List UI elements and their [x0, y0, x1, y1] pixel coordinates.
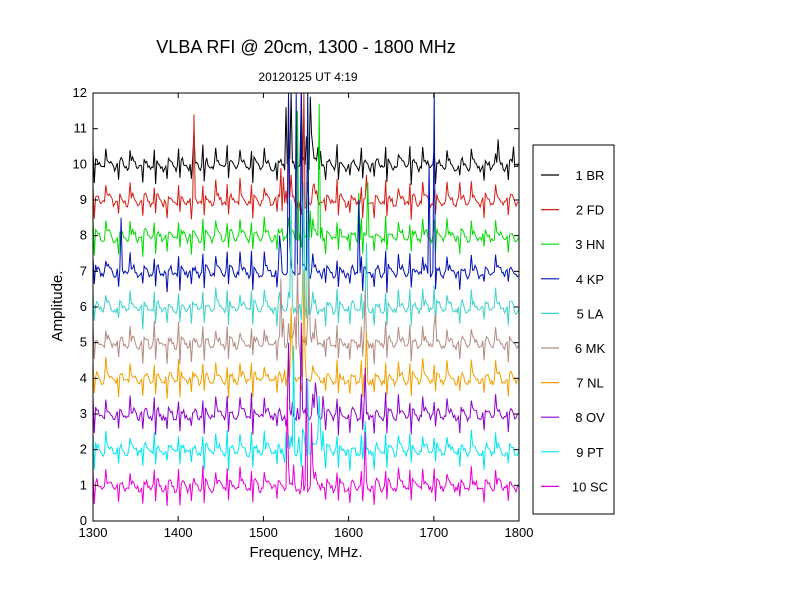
- y-tick-label: 4: [80, 370, 87, 385]
- series-line-3: [92, 92, 520, 257]
- series-line-2: [92, 92, 519, 220]
- x-tick-label: 1800: [505, 525, 534, 540]
- y-axis-label: Amplitude.: [49, 271, 66, 342]
- y-tick-label: 11: [74, 121, 88, 136]
- x-tick-label: 1600: [334, 525, 363, 540]
- x-tick-label: 1400: [164, 525, 193, 540]
- chart-subtitle: 20120125 UT 4:19: [258, 70, 358, 84]
- y-tick-label: 7: [80, 263, 87, 278]
- y-tick-label: 3: [80, 406, 87, 421]
- series-layer: [92, 92, 520, 506]
- series-line-10: [92, 378, 519, 506]
- y-tick-label: 5: [80, 335, 87, 350]
- y-tick-label: 12: [73, 85, 87, 100]
- y-tick-label: 10: [73, 156, 87, 171]
- legend-label: 2 FD: [576, 203, 604, 218]
- legend-box: [532, 144, 615, 515]
- series-line-4: [92, 92, 519, 293]
- series-line-7: [92, 269, 519, 399]
- chart-title: VLBA RFI @ 20cm, 1300 - 1800 MHz: [156, 37, 455, 57]
- y-tick-label: 9: [80, 192, 87, 207]
- legend-label: 4 KP: [576, 272, 604, 287]
- x-tick-label: 1700: [419, 525, 448, 540]
- legend-label: 5 LA: [577, 306, 604, 321]
- series-line-1: [92, 92, 520, 185]
- x-tick-label: 1500: [249, 525, 278, 540]
- legend-label: 7 NL: [576, 376, 603, 391]
- y-tick-label: 1: [80, 477, 87, 492]
- y-tick-label: 6: [80, 299, 87, 314]
- legend-label: 6 MK: [575, 341, 606, 356]
- legend: 1 BR 2 FD 3 HN 4 KP 5 LA 6 MK 7 NL 8 OV 9 PT 10 S…: [532, 144, 615, 515]
- legend-label: 1 BR: [576, 168, 605, 183]
- y-tick-label: 0: [80, 513, 87, 528]
- x-tick-label: 1300: [79, 525, 108, 540]
- series-line-5: [92, 182, 520, 330]
- y-tick-label: 2: [80, 442, 87, 457]
- x-axis-label: Frequency, MHz.: [249, 544, 362, 561]
- legend-label: 9 PT: [576, 445, 604, 460]
- legend-label: 3 HN: [575, 237, 605, 252]
- y-tick-label: 8: [80, 228, 87, 243]
- legend-label: 10 SC: [572, 479, 608, 494]
- legend-entries: 1 BR 2 FD 3 HN 4 KP 5 LA 6 MK 7 NL 8 OV 9 PT 10 S…: [541, 168, 608, 494]
- legend-label: 8 OV: [575, 410, 605, 425]
- series-line-6: [92, 264, 520, 377]
